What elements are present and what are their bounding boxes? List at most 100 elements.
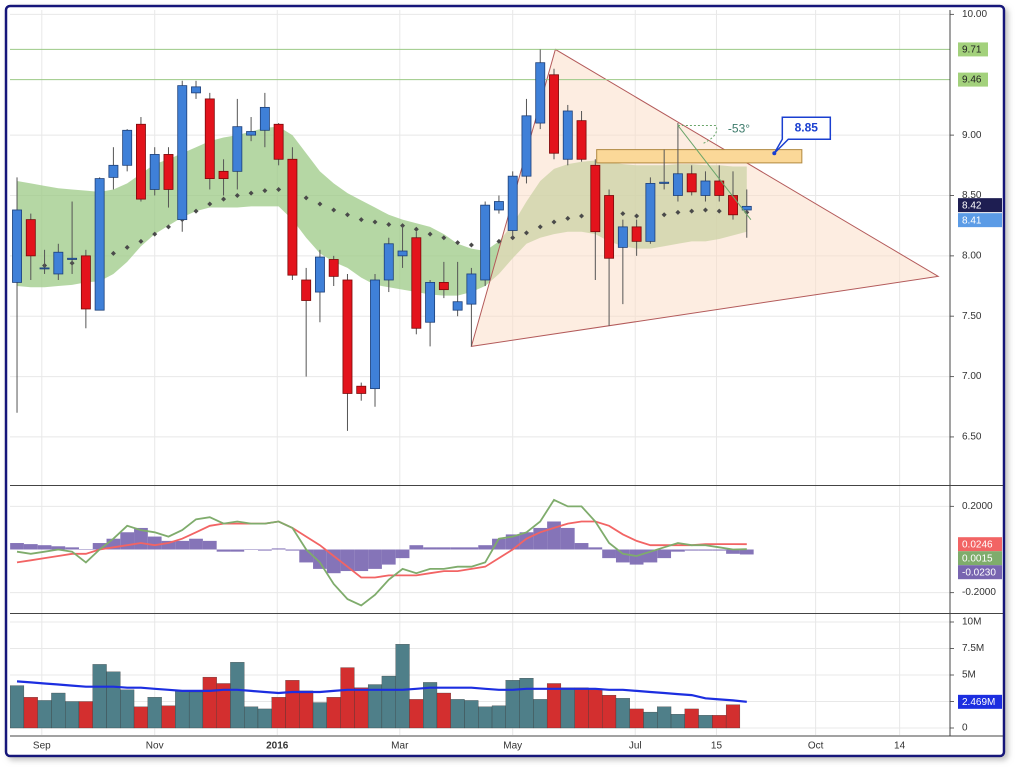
ma-point — [221, 196, 227, 202]
candle-body — [12, 209, 22, 283]
candle-body — [672, 173, 683, 196]
candle-body — [425, 282, 436, 323]
macd-histogram-bar — [216, 549, 231, 552]
volume-bar — [588, 689, 603, 729]
candle-body — [259, 106, 270, 131]
candle-body — [67, 257, 78, 260]
macd-histogram-bar — [409, 545, 424, 550]
macd-histogram-bar — [244, 549, 258, 550]
volume-bar — [381, 675, 396, 729]
y-tick-label: 0 — [962, 723, 968, 734]
ma-point — [413, 226, 419, 232]
volume-bar — [491, 705, 506, 729]
ma-point — [303, 195, 309, 201]
candle-body — [149, 154, 160, 190]
ma-point — [620, 211, 626, 217]
candle-body — [25, 219, 36, 257]
ma-point — [496, 238, 502, 244]
macd-histogram-bar — [271, 548, 286, 550]
volume-bar — [615, 698, 630, 729]
price-plot — [10, 48, 950, 431]
x-tick-label: Oct — [808, 741, 824, 752]
volume-bar — [546, 683, 562, 729]
macd-histogram-bar — [175, 540, 190, 550]
candle-body — [356, 385, 367, 394]
volume-bar — [436, 692, 451, 729]
volume-bar — [505, 680, 520, 729]
volume-bar — [464, 700, 479, 729]
candle-body — [204, 98, 215, 179]
value-tag-label: 8.41 — [962, 215, 982, 226]
volume-bar — [271, 697, 286, 729]
candle-body — [80, 255, 91, 310]
macd-histogram-bar — [313, 549, 327, 569]
macd-histogram-bar — [189, 538, 203, 550]
candle-body — [246, 131, 257, 136]
plot-layer: Sep Nov 2016 Mar May Jul 15 Oct 1410.009.008.508… — [9, 9, 1003, 752]
ma-point — [427, 231, 433, 237]
ma-point — [579, 213, 585, 219]
macd-histogram-bar — [92, 543, 107, 550]
value-tag-label: 2.469M — [962, 697, 995, 708]
candle-body — [287, 158, 298, 276]
candle-body — [411, 237, 422, 329]
x-tick-label: Jul — [629, 741, 642, 752]
candle-body — [383, 243, 394, 281]
volume-bar — [133, 706, 148, 729]
volume-bar — [670, 714, 685, 729]
candle-body — [521, 115, 532, 177]
macd-histogram-bar — [450, 547, 465, 550]
candle-body — [328, 259, 339, 277]
macd-histogram-bar — [202, 540, 217, 550]
macd-histogram-bar — [519, 532, 534, 550]
macd-line — [16, 498, 747, 607]
volume-bar — [120, 689, 135, 729]
macd-histogram-bar — [340, 549, 355, 572]
candle-body — [562, 110, 573, 160]
value-tag — [958, 694, 1002, 709]
y-tick-label: 9.00 — [962, 130, 982, 141]
macd-histogram-bar — [423, 547, 437, 550]
candle-body — [273, 123, 284, 160]
volume-bar — [657, 706, 672, 729]
volume-bar — [37, 700, 52, 729]
macd-histogram-bar — [37, 545, 52, 550]
volume-bar — [574, 687, 589, 729]
candle-body — [314, 256, 325, 293]
candle-body — [94, 178, 105, 311]
ma-point — [317, 201, 323, 207]
y-tick-label: 7.00 — [962, 371, 982, 382]
y-tick-label: 5M — [962, 670, 976, 681]
y-tick-label: 8.00 — [962, 250, 982, 261]
candle-body — [370, 279, 380, 390]
candle-body — [191, 86, 201, 94]
ma-point — [386, 221, 392, 227]
ma-point — [110, 250, 116, 256]
macd-histogram-bar — [684, 549, 699, 551]
ma-point — [675, 209, 681, 215]
candle-body — [604, 195, 615, 259]
macd-histogram-bar — [739, 549, 754, 555]
volume-bar — [519, 678, 534, 729]
y-tick-label: -0.2000 — [962, 587, 996, 598]
volume-bar — [285, 680, 300, 729]
volume-bar — [409, 699, 424, 729]
candle-body — [535, 62, 546, 124]
macd-histogram-bar — [106, 538, 121, 550]
candle-body — [645, 183, 656, 242]
volume-bar — [230, 662, 245, 729]
macd-histogram-bar — [326, 549, 341, 574]
candle-body — [108, 164, 119, 178]
macd-histogram-bar — [299, 549, 314, 563]
ma-point — [634, 213, 640, 219]
volume-bar — [478, 706, 493, 729]
macd-histogram-bar — [574, 543, 589, 550]
macd-histogram-bar — [354, 549, 369, 572]
volume-bar — [629, 708, 644, 729]
volume-bar — [423, 682, 438, 729]
candle-body — [700, 180, 711, 196]
macd-histogram-bar — [492, 538, 506, 550]
candle-body — [218, 170, 229, 179]
ma-point — [331, 207, 337, 213]
